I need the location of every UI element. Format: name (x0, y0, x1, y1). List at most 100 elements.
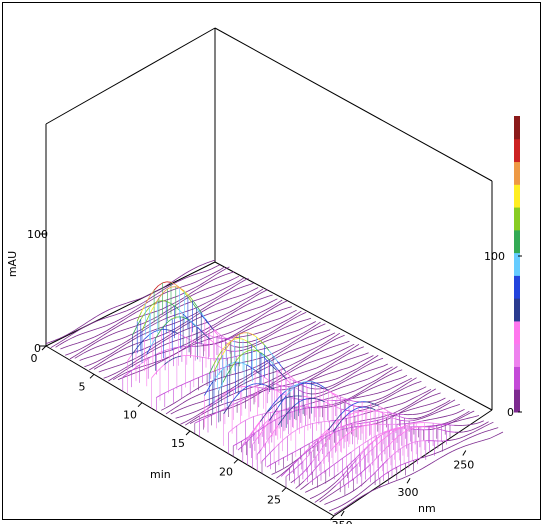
surface-line (284, 318, 289, 322)
surface-line (350, 500, 356, 504)
surface-line (200, 323, 205, 326)
surface-line (280, 321, 285, 324)
surface-line (338, 457, 343, 462)
surface-line (428, 408, 434, 412)
surface-line (377, 439, 383, 444)
surface-line (313, 374, 319, 378)
surface-line (446, 406, 452, 409)
surface-line (388, 398, 393, 401)
surface-line (298, 327, 304, 331)
surface-line (280, 323, 286, 327)
surface-line (284, 351, 289, 355)
surface-line (299, 364, 304, 368)
surface-line (191, 403, 197, 406)
surface-line (231, 322, 236, 325)
surface-line (348, 370, 354, 374)
surface-line (138, 297, 144, 300)
surface-line (374, 398, 379, 401)
surface-line (295, 373, 301, 376)
surface-line (337, 508, 343, 513)
surface-line (251, 307, 257, 310)
surface-line (194, 313, 200, 317)
surface-line (465, 412, 471, 416)
surface-line (291, 340, 297, 344)
surface-line (275, 355, 281, 359)
colorbar-segment (514, 343, 520, 367)
surface-line (347, 365, 353, 369)
surface-line (226, 341, 232, 349)
surface-line (293, 459, 299, 465)
surface-line (384, 371, 390, 375)
surface-line (192, 333, 197, 336)
surface-line (104, 342, 109, 345)
surface-line (383, 459, 389, 465)
surface-line (316, 321, 321, 326)
surface-line (210, 298, 215, 302)
surface-line (261, 347, 266, 350)
surface-line (303, 476, 309, 482)
surface-line (291, 407, 297, 409)
surface-line (136, 309, 141, 313)
surface-line (336, 396, 342, 401)
surface-line (282, 300, 288, 304)
surface-line (295, 484, 301, 489)
surface-line (435, 424, 440, 426)
surface-line (206, 300, 211, 304)
surface-line (228, 428, 233, 434)
surface-line (388, 405, 394, 408)
surface-line (153, 344, 159, 348)
surface-line (410, 401, 415, 405)
surface-line (329, 420, 334, 422)
surface-line (289, 469, 295, 474)
surface-line (290, 404, 296, 410)
surface-line (382, 411, 387, 413)
surface-line (376, 433, 381, 437)
surface-line (474, 415, 480, 417)
surface-line (371, 405, 376, 408)
surface-line (246, 334, 251, 337)
surface-line (130, 338, 136, 342)
surface-line (424, 404, 429, 407)
surface-line (250, 373, 256, 377)
surface-line (343, 367, 349, 370)
surface-line (247, 309, 253, 312)
surface-line (455, 404, 460, 407)
surface-line (205, 295, 211, 298)
surface-line (101, 358, 107, 363)
surface-line (261, 312, 267, 316)
surface-line (455, 437, 460, 440)
surface-line (187, 296, 193, 303)
surface-line (167, 310, 173, 314)
surface-line (164, 285, 170, 290)
surface-line (203, 275, 208, 279)
surface-line (120, 367, 125, 372)
surface-line (73, 353, 79, 357)
surface-line (99, 337, 104, 341)
surface-line (132, 317, 138, 320)
surface-line (472, 430, 477, 434)
surface-line (344, 372, 349, 376)
surface-line (346, 503, 352, 507)
surface-line (222, 287, 228, 290)
surface-line (268, 333, 274, 337)
surface-line (321, 405, 327, 407)
surface-line (407, 377, 412, 381)
surface-line (310, 441, 316, 447)
surface-line (389, 372, 394, 376)
surface-line (242, 378, 248, 382)
surface-line (243, 388, 249, 391)
surface-line (370, 361, 375, 364)
surface-line (310, 351, 316, 355)
surface-line (182, 291, 188, 294)
surface-line (237, 378, 243, 382)
surface-line (288, 462, 293, 466)
surface-line (451, 439, 456, 441)
surface-line (117, 374, 122, 378)
surface-line (235, 313, 240, 317)
surface-line (217, 319, 223, 324)
surface-line (260, 426, 266, 434)
surface-line (285, 371, 291, 377)
surface-line (346, 431, 351, 436)
surface-line (276, 400, 282, 404)
surface-line (126, 301, 131, 304)
